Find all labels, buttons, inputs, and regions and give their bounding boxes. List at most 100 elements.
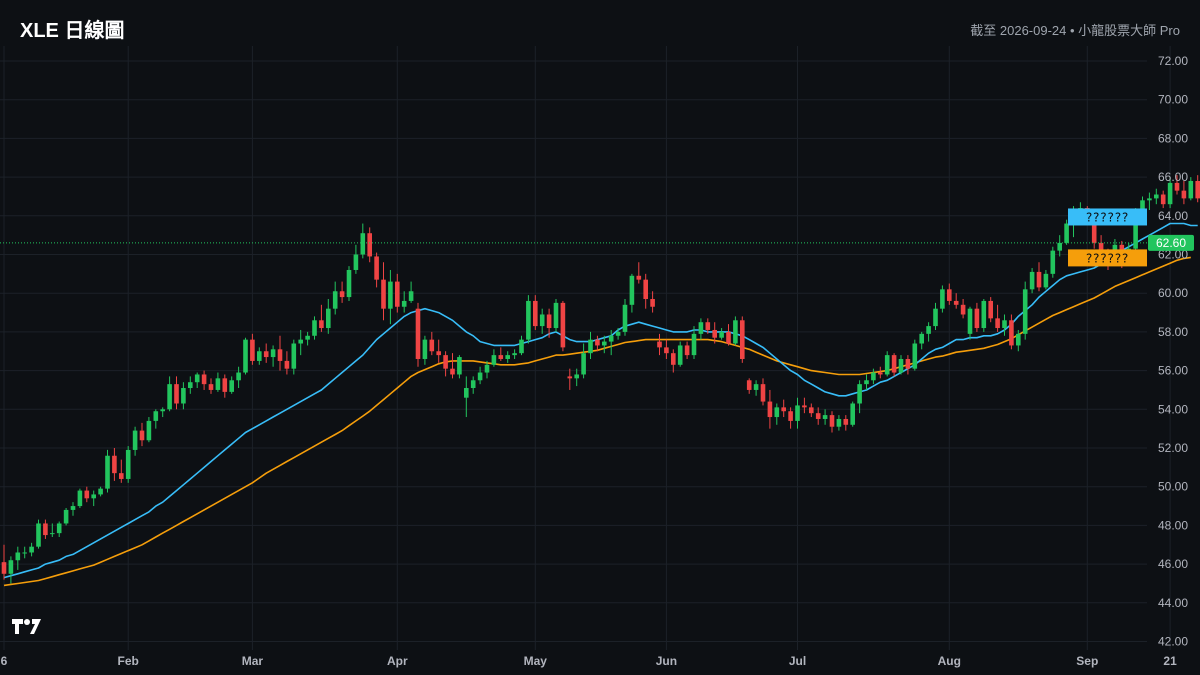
candle-body — [974, 308, 980, 329]
x-tick-label: Apr — [387, 654, 408, 668]
x-tick-label: Jun — [656, 654, 677, 668]
y-tick-label: 46.00 — [1158, 557, 1188, 571]
tradingview-logo-icon — [12, 619, 41, 634]
y-tick-label: 70.00 — [1158, 93, 1188, 107]
candle-body — [926, 326, 931, 334]
candle-body — [878, 372, 883, 375]
candle-body — [1, 562, 7, 574]
candle-body — [560, 302, 566, 348]
candle-body — [1036, 271, 1042, 288]
candle-body — [726, 331, 731, 344]
candle-body — [319, 320, 324, 329]
ma-fast-label: ?????? — [1085, 210, 1128, 224]
candle-body — [160, 409, 165, 412]
candle-body — [733, 320, 738, 344]
y-tick-label: 50.00 — [1158, 480, 1188, 494]
candle-body — [215, 378, 221, 390]
candle-body — [677, 345, 683, 365]
candle-body — [988, 300, 993, 319]
x-tick-label: Jul — [789, 654, 806, 668]
candle-body — [615, 331, 621, 336]
x-tick-label: 21 — [1163, 654, 1177, 668]
candle-body — [1009, 320, 1014, 346]
x-tick-label: Mar — [242, 654, 264, 668]
candle-body — [898, 358, 904, 373]
candle-body — [864, 380, 869, 385]
candle-body — [843, 418, 849, 425]
candle-body — [871, 372, 876, 381]
candle-body — [581, 353, 586, 375]
candle-body — [98, 488, 103, 495]
candle-body — [829, 415, 835, 427]
candle-body — [498, 355, 504, 359]
candle-body — [671, 353, 676, 365]
candle-body — [657, 341, 662, 348]
candle-body — [381, 279, 386, 309]
y-tick-label: 72.00 — [1158, 54, 1188, 68]
candle-body — [443, 355, 448, 369]
candle-body — [567, 376, 573, 379]
candle-body — [1147, 198, 1152, 201]
y-tick-label: 52.00 — [1158, 441, 1188, 455]
candle-body — [174, 384, 179, 404]
candlesticks — [1, 175, 1200, 584]
x-tick-label: Feb — [118, 654, 139, 668]
candle-body — [781, 407, 786, 412]
x-tick-label: Sep — [1076, 654, 1098, 668]
candle-body — [236, 372, 241, 381]
candle-body — [388, 281, 393, 309]
candle-body — [36, 523, 41, 547]
candle-body — [194, 374, 200, 383]
candle-body — [533, 300, 538, 327]
candle-body — [705, 322, 711, 330]
candle-body — [519, 339, 524, 354]
y-axis: 72.00 70.00 68.00 66.00 64.00 62.00 60.00 58.00… — [1158, 54, 1188, 649]
candle-body — [960, 304, 966, 315]
candle-body — [574, 374, 579, 379]
x-tick-label: May — [524, 654, 548, 668]
candle-body — [822, 415, 828, 419]
candle-body — [1064, 223, 1069, 243]
candle-body — [153, 411, 159, 421]
candle-body — [277, 349, 283, 361]
candle-body — [788, 411, 793, 421]
chart-subtitle: 截至 2026-09-24 • 小龍股票大師 Pro — [970, 23, 1180, 38]
candle-body — [505, 355, 510, 359]
y-tick-label: 54.00 — [1158, 402, 1188, 416]
candle-body — [933, 308, 938, 327]
candle-body — [181, 388, 186, 404]
candle-body — [753, 384, 759, 390]
last-price-badge — [1148, 234, 1194, 251]
candle-body — [484, 364, 490, 373]
candle-body — [698, 322, 704, 334]
candle-body — [70, 506, 76, 510]
ma-fast-badge — [1068, 208, 1147, 226]
candle-body — [953, 300, 959, 305]
ma-slow-badge — [1068, 249, 1147, 267]
y-tick-label: 48.00 — [1158, 518, 1188, 532]
candle-body — [940, 289, 945, 309]
candle-body — [588, 339, 593, 354]
candle-body — [595, 339, 600, 346]
candle-body — [809, 407, 814, 414]
candle-body — [719, 331, 724, 338]
candle-body — [29, 546, 34, 553]
chart-title: XLE 日線圖 — [20, 20, 125, 42]
candle-body — [650, 299, 655, 307]
candle-body — [774, 407, 780, 418]
candle-body — [8, 560, 14, 574]
candle-body — [326, 308, 331, 329]
candle-body — [905, 358, 911, 369]
candle-body — [891, 355, 897, 373]
candle-body — [457, 357, 462, 375]
candle-body — [1022, 289, 1028, 334]
candle-body — [312, 320, 317, 336]
candle-body — [270, 349, 276, 358]
candle-body — [77, 490, 83, 507]
candle-body — [1029, 271, 1035, 290]
candle-body — [912, 343, 918, 369]
candle-body — [967, 308, 973, 334]
x-tick-label: 6 — [1, 654, 8, 668]
candle-body — [84, 490, 90, 499]
